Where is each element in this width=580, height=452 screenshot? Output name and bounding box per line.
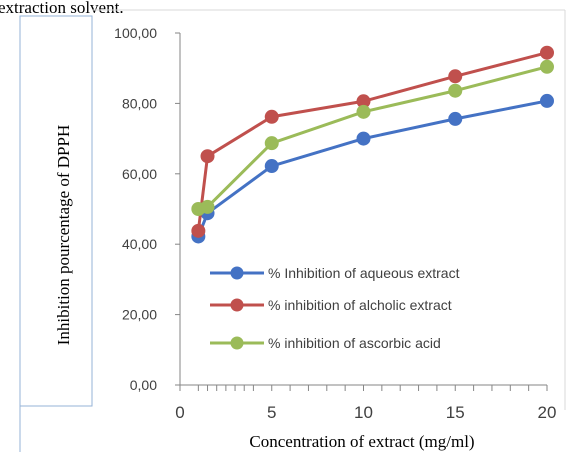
data-point <box>540 59 554 74</box>
y-tick-label: 40,00 <box>122 236 157 252</box>
legend-label: % inhibition of alcholic extract <box>268 297 452 313</box>
x-tick-label: 15 <box>446 403 465 422</box>
x-tick-label: 20 <box>538 403 557 422</box>
legend-label: % Inhibition of aqueous extract <box>268 265 460 281</box>
y-tick-label: 100,00 <box>114 25 157 41</box>
legend-item: % Inhibition of aqueous extract <box>210 265 460 281</box>
data-point <box>200 199 215 214</box>
x-axis-ticks: 0 5 10 15 20 <box>175 385 556 422</box>
legend-item: % inhibition of alcholic extract <box>210 297 452 313</box>
series-2 <box>191 45 554 238</box>
legend-marker <box>230 266 244 280</box>
y-axis-ticks: 0,00 20,00 40,00 60,00 80,00 100,00 <box>114 25 180 393</box>
y-axis-label: Inhibition pourcentage of DPPH <box>54 125 73 346</box>
data-point <box>540 45 554 60</box>
legend-item: % inhibition of ascorbic acid <box>210 335 441 351</box>
series-3 <box>191 59 554 216</box>
data-point <box>264 159 279 174</box>
legend-label: % inhibition of ascorbic acid <box>268 335 441 351</box>
legend-marker <box>230 298 244 312</box>
y-tick-label: 20,00 <box>122 307 157 323</box>
caption-fragment: extraction solvent. <box>0 0 124 17</box>
data-point <box>264 109 279 124</box>
legend: % Inhibition of aqueous extract % inhibit… <box>210 265 460 351</box>
x-tick-label: 5 <box>267 403 276 422</box>
y-tick-label: 60,00 <box>122 166 157 182</box>
data-point <box>448 69 463 84</box>
y-axis-title-box <box>19 15 93 407</box>
y-tick-label: 0,00 <box>130 377 157 393</box>
y-tick-label: 80,00 <box>122 95 157 111</box>
data-point <box>191 223 206 238</box>
data-point <box>356 104 371 119</box>
data-point <box>356 131 371 146</box>
data-point <box>448 83 463 98</box>
legend-marker <box>230 336 244 350</box>
x-tick-label: 10 <box>354 403 373 422</box>
data-point <box>200 149 215 164</box>
data-point <box>264 136 279 151</box>
series-line <box>196 99 548 238</box>
x-tick-label: 0 <box>175 403 184 422</box>
data-point <box>540 93 554 108</box>
x-axis-label: Concentration of extract (mg/ml) <box>249 432 474 451</box>
series-layer <box>191 45 554 244</box>
data-point <box>448 111 463 126</box>
series-line <box>196 51 548 232</box>
